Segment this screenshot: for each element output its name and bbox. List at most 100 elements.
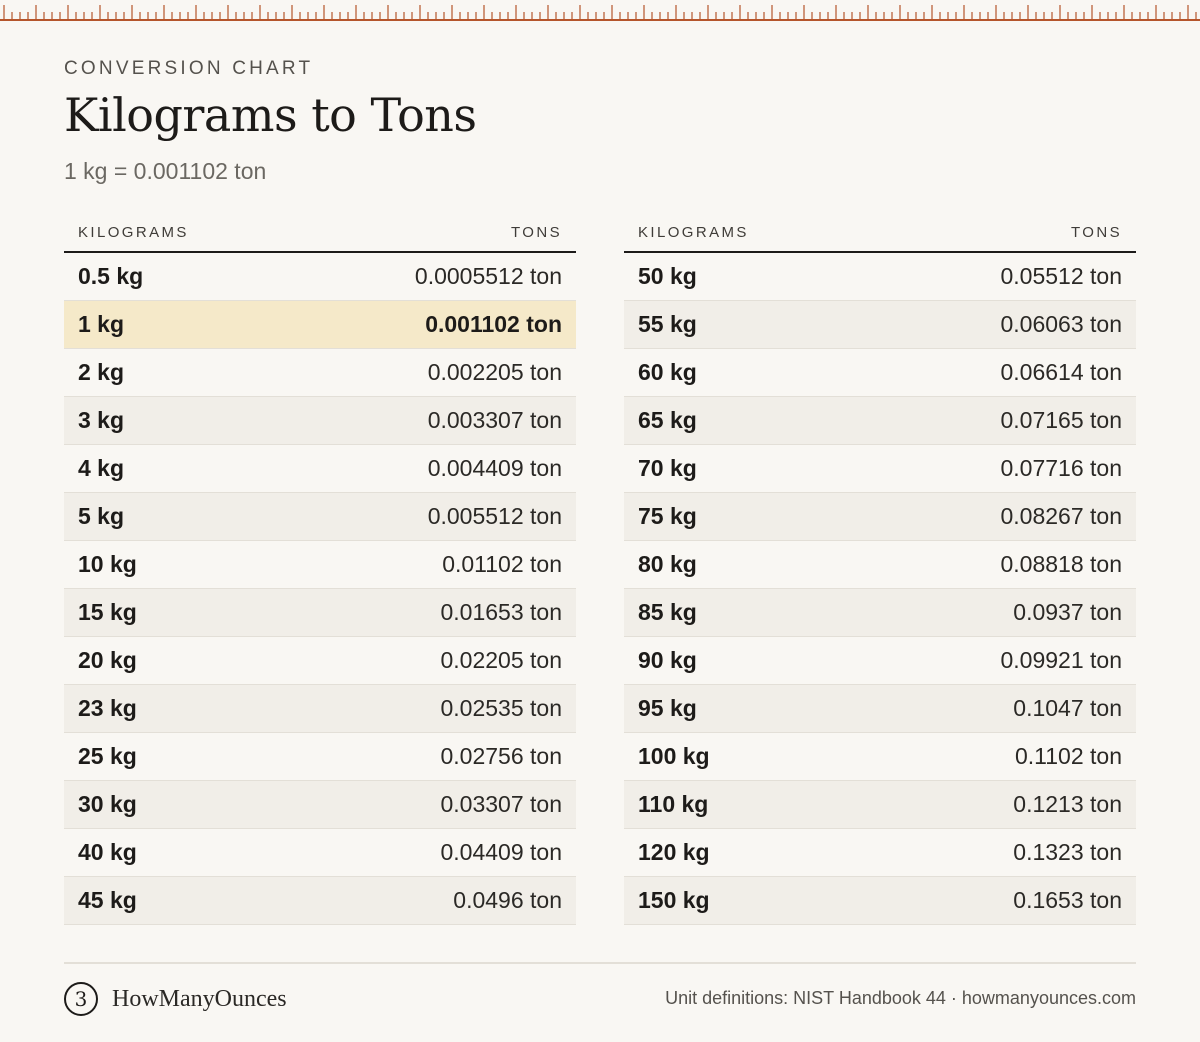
tons-cell: 0.02535 ton [440, 695, 562, 721]
kilograms-cell: 100 kg [638, 743, 710, 769]
tons-cell: 0.08818 ton [1000, 551, 1122, 577]
kilograms-cell: 23 kg [78, 695, 137, 721]
kilograms-cell: 110 kg [638, 791, 709, 817]
table-row: 5 kg 0.005512 ton [64, 493, 576, 541]
tons-cell: 0.001102 ton [425, 311, 562, 337]
column-header-tons: TONS [511, 224, 562, 241]
tons-cell: 0.0005512 ton [414, 263, 562, 289]
tons-cell: 0.0496 ton [453, 887, 562, 913]
table-header: KILOGRAMS TONS [64, 214, 576, 253]
tons-cell: 0.01102 ton [442, 551, 562, 577]
tons-cell: 0.004409 ton [427, 455, 562, 481]
kilograms-cell: 70 kg [638, 455, 697, 481]
table-row: 45 kg 0.0496 ton [64, 877, 576, 925]
kilograms-cell: 50 kg [638, 263, 697, 289]
tons-cell: 0.1323 ton [1013, 839, 1122, 865]
table-row: 20 kg 0.02205 ton [64, 637, 576, 685]
tons-cell: 0.06063 ton [1000, 311, 1122, 337]
tons-cell: 0.07716 ton [1000, 455, 1122, 481]
table-row: 30 kg 0.03307 ton [64, 781, 576, 829]
table-row: 80 kg 0.08818 ton [624, 541, 1136, 589]
table-row: 85 kg 0.0937 ton [624, 589, 1136, 637]
table-row: 60 kg 0.06614 ton [624, 349, 1136, 397]
table-row: 110 kg 0.1213 ton [624, 781, 1136, 829]
table-body: 50 kg 0.05512 ton 55 kg 0.06063 ton 60 kg 0.0… [624, 253, 1136, 925]
conversion-table-right: KILOGRAMS TONS 50 kg 0.05512 ton 55 kg 0.06… [624, 214, 1136, 925]
tons-cell: 0.003307 ton [427, 407, 562, 433]
conversion-table-left: KILOGRAMS TONS 0.5 kg 0.0005512 ton 1 kg 0.… [64, 214, 576, 925]
kilograms-cell: 90 kg [638, 647, 697, 673]
kilograms-cell: 55 kg [638, 311, 697, 337]
kilograms-cell: 80 kg [638, 551, 697, 577]
table-row: 4 kg 0.004409 ton [64, 445, 576, 493]
table-row: 90 kg 0.09921 ton [624, 637, 1136, 685]
kilograms-cell: 45 kg [78, 887, 137, 913]
table-row: 100 kg 0.1102 ton [624, 733, 1136, 781]
kilograms-cell: 30 kg [78, 791, 137, 817]
kilograms-cell: 2 kg [78, 359, 125, 385]
kilograms-cell: 5 kg [78, 503, 125, 529]
brand-name: HowManyOunces [112, 985, 287, 1012]
kilograms-cell: 25 kg [78, 743, 137, 769]
page-subtitle: 1 kg = 0.001102 ton [64, 158, 267, 184]
table-row: 95 kg 0.1047 ton [624, 685, 1136, 733]
column-header-kilograms: KILOGRAMS [638, 224, 749, 241]
column-header-tons: TONS [1071, 224, 1122, 241]
table-row: 10 kg 0.01102 ton [64, 541, 576, 589]
tons-cell: 0.0937 ton [1013, 599, 1122, 625]
kilograms-cell: 4 kg [78, 455, 125, 481]
kilograms-cell: 95 kg [638, 695, 697, 721]
kilograms-cell: 10 kg [78, 551, 137, 577]
table-row: 50 kg 0.05512 ton [624, 253, 1136, 301]
table-row: 40 kg 0.04409 ton [64, 829, 576, 877]
eyebrow-label: CONVERSION CHART [64, 58, 314, 79]
kilograms-cell: 85 kg [638, 599, 697, 625]
kilograms-cell: 1 kg [78, 311, 125, 337]
table-header: KILOGRAMS TONS [624, 214, 1136, 253]
table-row: 75 kg 0.08267 ton [624, 493, 1136, 541]
tons-cell: 0.08267 ton [1000, 503, 1122, 529]
table-row: 55 kg 0.06063 ton [624, 301, 1136, 349]
kilograms-cell: 75 kg [638, 503, 697, 529]
table-row: 70 kg 0.07716 ton [624, 445, 1136, 493]
tons-cell: 0.06614 ton [1000, 359, 1122, 385]
tons-cell: 0.04409 ton [440, 839, 562, 865]
tons-cell: 0.1047 ton [1013, 695, 1122, 721]
kilograms-cell: 15 kg [78, 599, 137, 625]
page-title: Kilograms to Tons [64, 88, 477, 142]
tons-cell: 0.03307 ton [440, 791, 562, 817]
kilograms-cell: 3 kg [78, 407, 125, 433]
kilograms-cell: 65 kg [638, 407, 697, 433]
brand: 3 HowManyOunces [64, 982, 287, 1016]
table-row: 2 kg 0.002205 ton [64, 349, 576, 397]
table-row: 15 kg 0.01653 ton [64, 589, 576, 637]
kilograms-cell: 40 kg [78, 839, 137, 865]
table-row: 3 kg 0.003307 ton [64, 397, 576, 445]
table-row: 23 kg 0.02535 ton [64, 685, 576, 733]
ruler-decoration [0, 5, 1200, 21]
tons-cell: 0.07165 ton [1000, 407, 1122, 433]
table-row: 120 kg 0.1323 ton [624, 829, 1136, 877]
kilograms-cell: 120 kg [638, 839, 710, 865]
tons-cell: 0.01653 ton [440, 599, 562, 625]
tons-cell: 0.02205 ton [440, 647, 562, 673]
tons-cell: 0.005512 ton [427, 503, 562, 529]
kilograms-cell: 20 kg [78, 647, 137, 673]
kilograms-cell: 0.5 kg [78, 263, 144, 289]
tons-cell: 0.002205 ton [427, 359, 562, 385]
tons-cell: 0.09921 ton [1000, 647, 1122, 673]
table-body: 0.5 kg 0.0005512 ton 1 kg 0.001102 ton 2 kg 0… [64, 253, 576, 925]
column-header-kilograms: KILOGRAMS [78, 224, 189, 241]
table-row: 1 kg 0.001102 ton [64, 301, 576, 349]
tons-cell: 0.1102 ton [1014, 743, 1122, 769]
table-row: 25 kg 0.02756 ton [64, 733, 576, 781]
tons-cell: 0.05512 ton [1000, 263, 1122, 289]
table-row: 0.5 kg 0.0005512 ton [64, 253, 576, 301]
kilograms-cell: 60 kg [638, 359, 697, 385]
brand-logo-icon: 3 [64, 982, 98, 1016]
tons-cell: 0.02756 ton [440, 743, 562, 769]
tons-cell: 0.1653 ton [1013, 887, 1122, 913]
source-credit: Unit definitions: NIST Handbook 44 · how… [665, 988, 1136, 1008]
kilograms-cell: 150 kg [638, 887, 710, 913]
table-row: 150 kg 0.1653 ton [624, 877, 1136, 925]
